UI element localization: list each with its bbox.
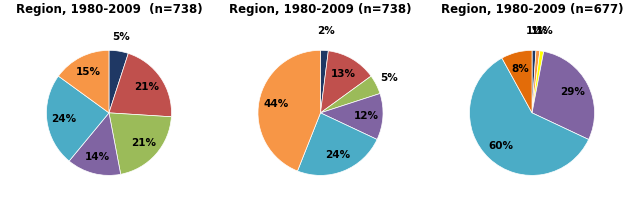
Wedge shape	[46, 76, 109, 161]
Text: 24%: 24%	[51, 113, 76, 124]
Text: 5%: 5%	[112, 32, 130, 42]
Title: Total Number Affected by
Region, 1980-2009 (n=677): Total Number Affected by Region, 1980-20…	[441, 0, 623, 15]
Wedge shape	[532, 50, 536, 113]
Text: 29%: 29%	[560, 87, 585, 97]
Title: Total Number of Deaths by
Region, 1980-2009 (n=738): Total Number of Deaths by Region, 1980-2…	[229, 0, 412, 15]
Text: 60%: 60%	[488, 141, 513, 151]
Wedge shape	[502, 50, 532, 113]
Wedge shape	[532, 51, 595, 139]
Text: 24%: 24%	[325, 150, 350, 160]
Text: 21%: 21%	[131, 138, 156, 148]
Text: 2%: 2%	[317, 26, 335, 36]
Text: 21%: 21%	[134, 82, 159, 92]
Text: 14%: 14%	[85, 152, 110, 162]
Wedge shape	[320, 50, 328, 113]
Text: 1%: 1%	[536, 27, 554, 37]
Wedge shape	[58, 50, 109, 113]
Wedge shape	[320, 51, 371, 113]
Text: 13%: 13%	[331, 69, 356, 79]
Wedge shape	[532, 51, 544, 113]
Wedge shape	[297, 113, 377, 175]
Text: 15%: 15%	[76, 67, 101, 77]
Wedge shape	[109, 50, 128, 113]
Text: 1%: 1%	[526, 25, 544, 36]
Title: Frequency of Events by
Region, 1980-2009  (n=738): Frequency of Events by Region, 1980-2009…	[15, 0, 203, 15]
Wedge shape	[532, 50, 540, 113]
Text: 5%: 5%	[381, 73, 398, 83]
Wedge shape	[258, 50, 320, 171]
Text: 12%: 12%	[354, 111, 379, 121]
Text: 8%: 8%	[512, 64, 529, 74]
Wedge shape	[320, 94, 383, 139]
Wedge shape	[109, 113, 171, 174]
Wedge shape	[320, 76, 380, 113]
Wedge shape	[69, 113, 121, 175]
Wedge shape	[109, 53, 172, 117]
Text: 44%: 44%	[263, 99, 288, 109]
Text: 1%: 1%	[531, 26, 549, 36]
Wedge shape	[469, 58, 588, 175]
